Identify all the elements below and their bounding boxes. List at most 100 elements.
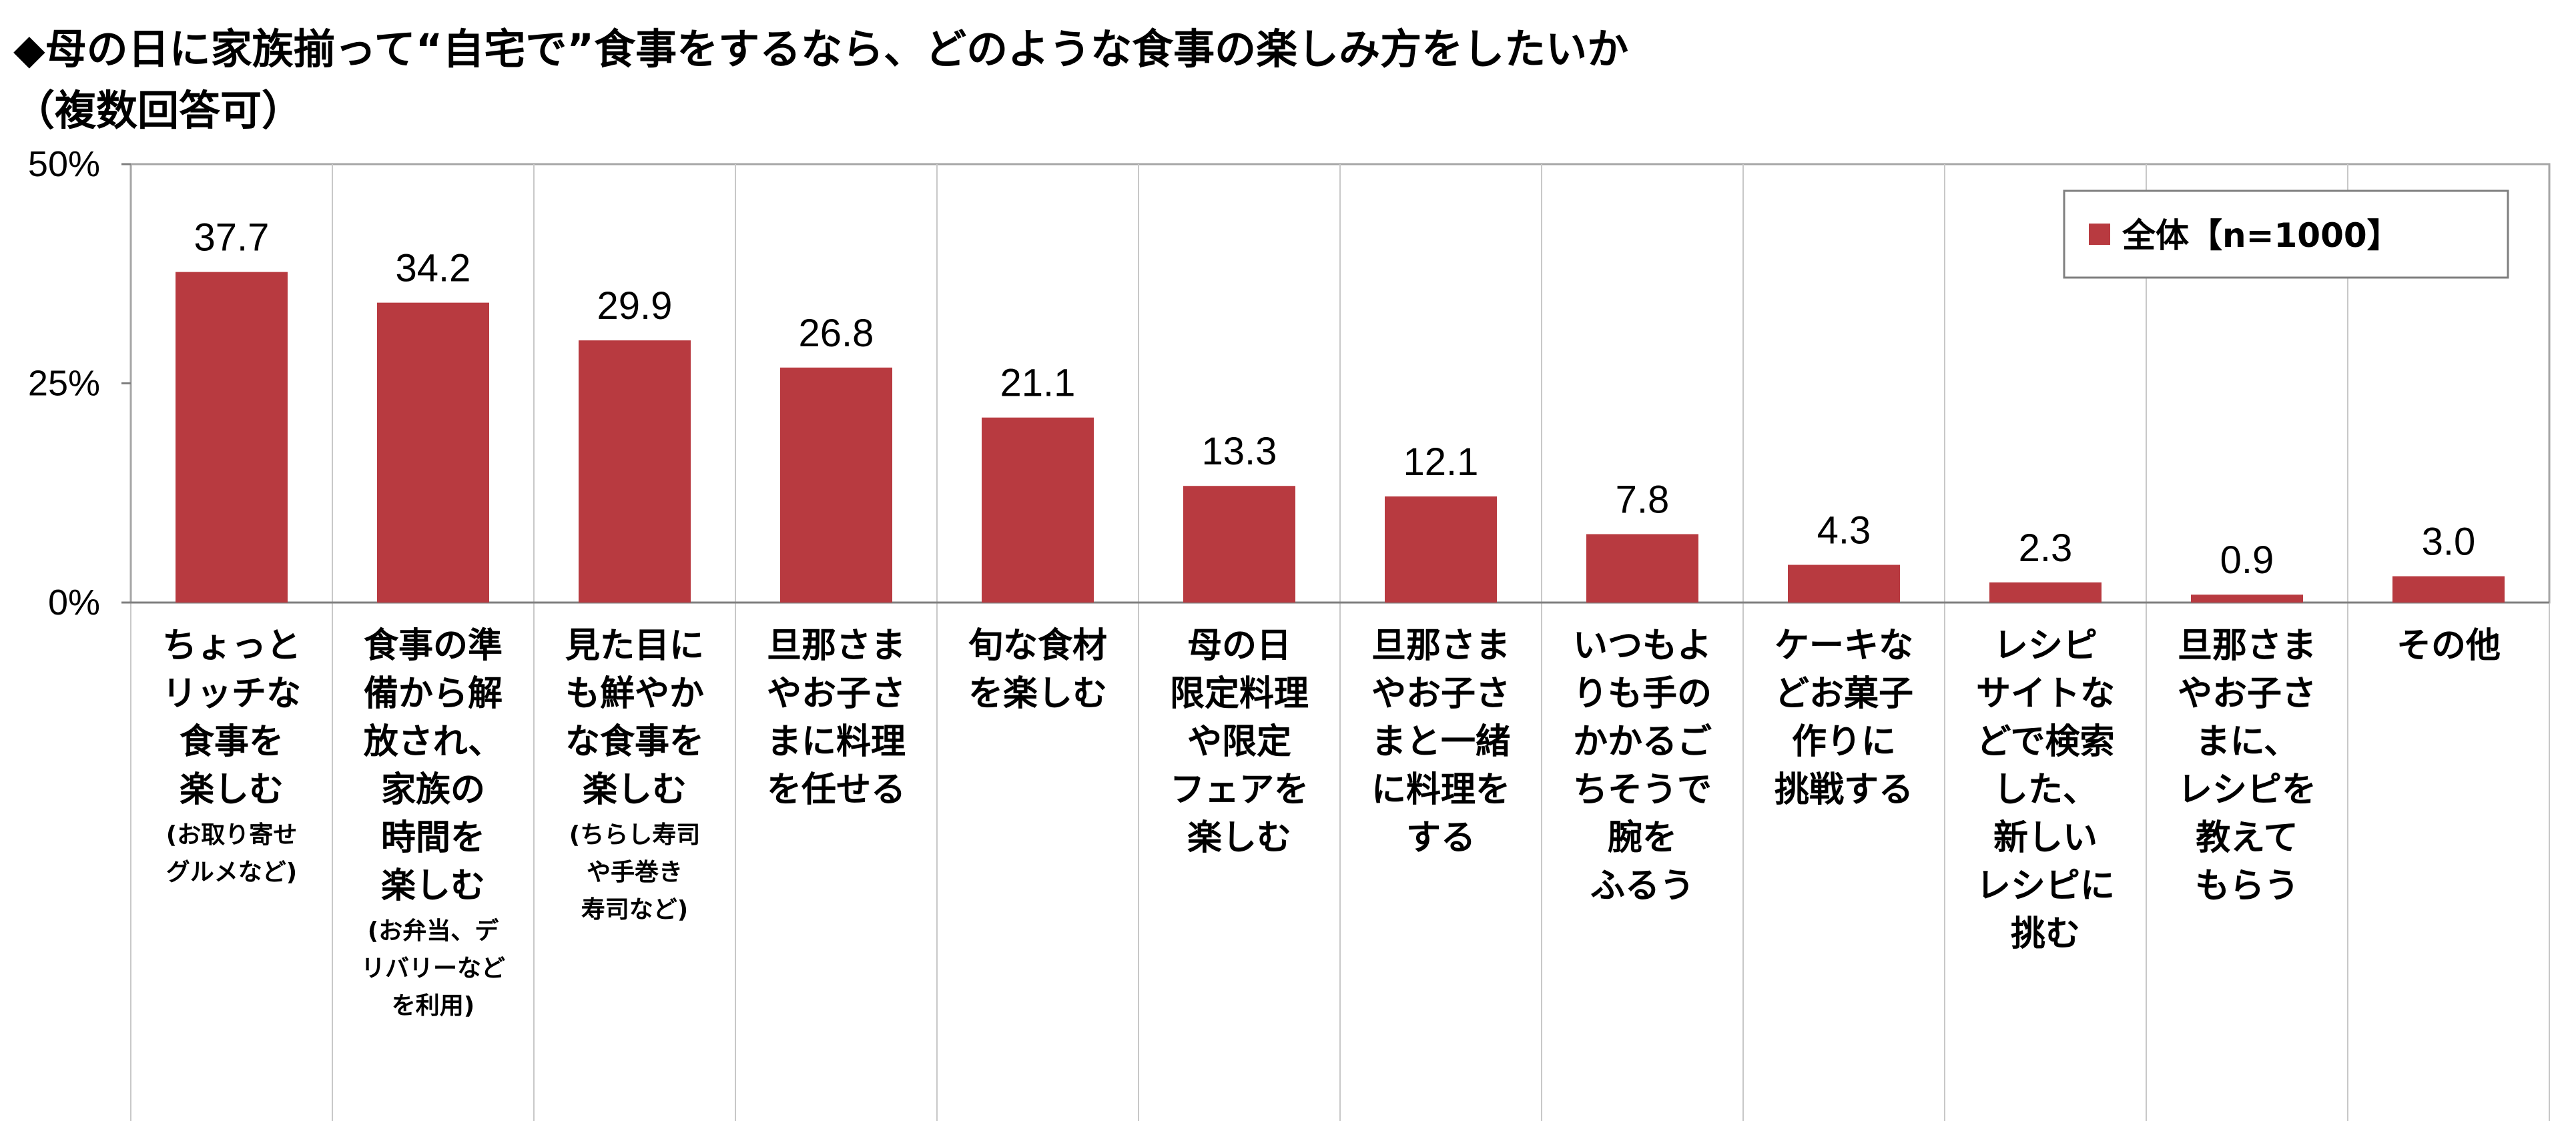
category-note-line: を利用) — [392, 992, 474, 1020]
category-label-line: りも手の — [1573, 674, 1712, 714]
category-label-line: 楽しむ — [583, 770, 687, 810]
category-gridlines — [130, 164, 2550, 1121]
category-label-line: した、 — [1993, 770, 2098, 810]
bar — [982, 417, 1094, 603]
category-label-line: 作りに — [1792, 722, 1896, 762]
category-label-line: サイトな — [1976, 674, 2115, 714]
category-label-line: どお菓子 — [1775, 674, 1913, 714]
category-label-line: やお子さ — [2178, 674, 2316, 714]
category-label-line: リッチな — [162, 674, 301, 714]
category-label-line: ちそうで — [1573, 770, 1712, 810]
category-label-line: もらう — [2195, 866, 2299, 906]
bar — [1586, 534, 1698, 603]
data-label: 4.3 — [1817, 508, 1871, 552]
category-note-line: 寿司など) — [581, 896, 688, 923]
data-label: 29.9 — [597, 284, 673, 328]
category-label-line: まと一緒 — [1371, 722, 1510, 762]
category-label-line: 備から解 — [364, 674, 503, 714]
data-label: 12.1 — [1403, 440, 1479, 484]
data-label: 21.1 — [1000, 362, 1076, 405]
category-label-line: フェアを — [1170, 770, 1309, 810]
bar — [2392, 576, 2505, 603]
category-label-line: 教えて — [2196, 818, 2298, 858]
category-label-line: 食事を — [180, 722, 284, 762]
bar — [1989, 582, 2102, 603]
category-label-line: やお子さ — [1371, 674, 1510, 714]
category-note-line: や手巻き — [587, 859, 683, 886]
chart-title-line-2: （複数回答可） — [13, 86, 304, 135]
category-label-line: まに、 — [2196, 722, 2298, 762]
category-label-line: も鮮やか — [565, 674, 704, 714]
data-label: 7.8 — [1616, 478, 1670, 522]
category-note-line: グルメなど) — [166, 859, 297, 886]
data-label: 3.0 — [2422, 520, 2476, 564]
category-label-line: レシピを — [2178, 770, 2316, 810]
bar — [377, 302, 489, 603]
data-label: 26.8 — [799, 312, 874, 355]
category-label-line: ふるう — [1590, 866, 1694, 906]
category-label-line: レシピ — [1993, 626, 2098, 666]
category-label-line: レシピに — [1976, 866, 2115, 906]
category-label-line: 旦那さま — [2178, 626, 2316, 666]
data-label: 2.3 — [2019, 526, 2073, 570]
category-label-line: 挑戦する — [1775, 770, 1913, 810]
category-label-line: まに料理 — [767, 722, 906, 762]
data-label: 0.9 — [2220, 538, 2274, 582]
legend-label: 全体【n=1000】 — [2122, 216, 2400, 255]
bar — [1788, 565, 1900, 603]
category-label-line: かかるご — [1573, 722, 1712, 762]
legend-swatch — [2089, 224, 2110, 245]
category-label-line: いつもよ — [1573, 626, 1712, 666]
category-note-line: (ちらし寿司 — [569, 821, 700, 849]
category-label-line: 楽しむ — [1187, 818, 1291, 858]
category-label-line: する — [1406, 818, 1476, 858]
category-label-line: を楽しむ — [968, 674, 1107, 714]
category-label-line: やお子さ — [767, 674, 906, 714]
bar — [2191, 595, 2303, 603]
category-label-line: ちょっと — [162, 626, 301, 666]
chart-title-line-1: ◆母の日に家族揃って“自宅で”食事をするなら、どのような食事の楽しみ方をしたいか — [13, 25, 1629, 73]
category-label-line: な食事を — [565, 722, 704, 762]
category-label-line: 旦那さま — [767, 626, 906, 666]
y-axis: 0% 25% 50% — [28, 144, 2549, 623]
legend-box — [2063, 190, 2509, 279]
data-labels: 37.7 34.2 29.9 26.8 21.1 13.3 12.1 7.8 4.3 2.3 0.9… — [194, 216, 2476, 583]
category-label-line: 旦那さま — [1371, 626, 1510, 666]
category-label-line: 挑む — [2011, 914, 2080, 954]
category-label-line: その他 — [2396, 626, 2501, 666]
bar — [1385, 496, 1497, 603]
bars — [176, 272, 2505, 603]
data-label: 34.2 — [396, 247, 471, 290]
y-tick-label: 25% — [28, 364, 100, 404]
data-label: 13.3 — [1202, 430, 1277, 473]
legend: 全体【n=1000】 — [2063, 190, 2509, 279]
category-note-line: (お取り寄せ — [166, 821, 297, 849]
category-label-line: 新しい — [1993, 818, 2098, 858]
category-label-line: 楽しむ — [180, 770, 284, 810]
bar — [579, 340, 691, 603]
category-label-line: 家族の — [381, 770, 485, 810]
category-label-line: ケーキな — [1775, 626, 1913, 666]
category-label-line: 放され、 — [364, 722, 503, 762]
category-label-line: 楽しむ — [381, 866, 485, 906]
data-label: 37.7 — [194, 216, 270, 260]
chart-title: ◆母の日に家族揃って“自宅で”食事をするなら、どのような食事の楽しみ方をしたいか… — [13, 19, 2549, 141]
bar — [1183, 486, 1295, 603]
y-tick-label: 0% — [48, 583, 100, 623]
category-label-line: 見た目に — [565, 626, 704, 666]
category-label-line: や限定 — [1187, 722, 1291, 762]
category-label-line: 限定料理 — [1170, 674, 1309, 714]
category-note-line: リバリーなど — [361, 955, 505, 982]
bar — [176, 272, 288, 603]
category-label-line: 母の日 — [1187, 626, 1291, 666]
y-tick-label: 50% — [28, 144, 100, 184]
category-label-line: 食事の準 — [364, 626, 503, 666]
category-label-line: どで検索 — [1977, 722, 2115, 762]
bar — [780, 367, 892, 603]
category-label-line: 腕を — [1608, 818, 1677, 858]
category-label-line: 時間を — [381, 818, 485, 858]
category-label-line: に料理を — [1371, 770, 1510, 810]
category-note-line: (お弁当、デ — [368, 917, 499, 945]
